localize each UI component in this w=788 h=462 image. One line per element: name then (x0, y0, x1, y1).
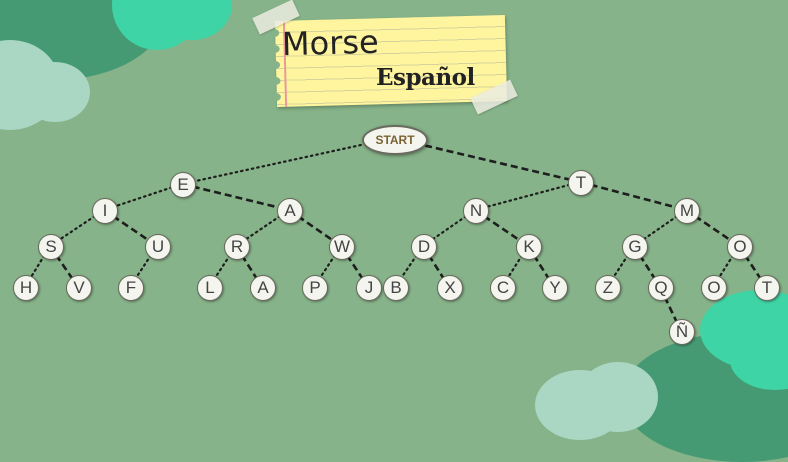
edge-dash (181, 182, 290, 212)
edge-dash (579, 180, 687, 212)
letter-node[interactable]: Y (542, 275, 568, 301)
letter-node[interactable]: H (13, 275, 39, 301)
letter-node[interactable]: Ñ (669, 319, 695, 345)
letter-node[interactable]: U (145, 234, 171, 260)
edge-dot (473, 180, 582, 212)
letter-node[interactable]: A (277, 198, 303, 224)
edge-dash (526, 245, 556, 288)
tree-edges (23, 136, 768, 332)
letter-node[interactable]: Z (595, 275, 621, 301)
letter-node[interactable]: F (118, 275, 144, 301)
edge-dash (339, 245, 370, 288)
start-node[interactable]: START (362, 125, 428, 155)
letter-node[interactable]: I (92, 198, 118, 224)
letter-node[interactable]: R (224, 234, 250, 260)
edge-dot (180, 136, 395, 186)
letter-node[interactable]: E (170, 172, 196, 198)
decor-blob-light-left2 (20, 62, 90, 122)
letter-node[interactable]: M (674, 198, 700, 224)
letter-node[interactable]: K (516, 234, 542, 260)
edge-dash (737, 245, 768, 288)
edge-dash (632, 245, 662, 288)
letter-node[interactable]: V (66, 275, 92, 301)
edge-dash (421, 245, 451, 288)
letter-node[interactable]: P (302, 275, 328, 301)
letter-node[interactable]: N (463, 198, 489, 224)
letter-node[interactable]: S (38, 234, 64, 260)
letter-node[interactable]: J (356, 275, 382, 301)
letter-node[interactable]: G (622, 234, 648, 260)
letter-node[interactable]: C (490, 275, 516, 301)
letter-node[interactable]: Q (648, 275, 674, 301)
letter-node[interactable]: B (383, 275, 409, 301)
letter-node[interactable]: D (411, 234, 437, 260)
edge-dash (234, 245, 264, 288)
letter-node[interactable]: O (727, 234, 753, 260)
title-espanol: Español (376, 64, 475, 91)
edge-dash (392, 136, 581, 184)
letter-node[interactable]: O (701, 275, 727, 301)
letter-node[interactable]: L (197, 275, 223, 301)
letter-node[interactable]: X (437, 275, 463, 301)
edge-dash (48, 245, 80, 288)
letter-node[interactable]: T (568, 170, 594, 196)
letter-node[interactable]: W (329, 234, 355, 260)
letter-node[interactable]: A (250, 275, 276, 301)
letter-node[interactable]: T (754, 275, 780, 301)
edge-dash (658, 286, 683, 332)
